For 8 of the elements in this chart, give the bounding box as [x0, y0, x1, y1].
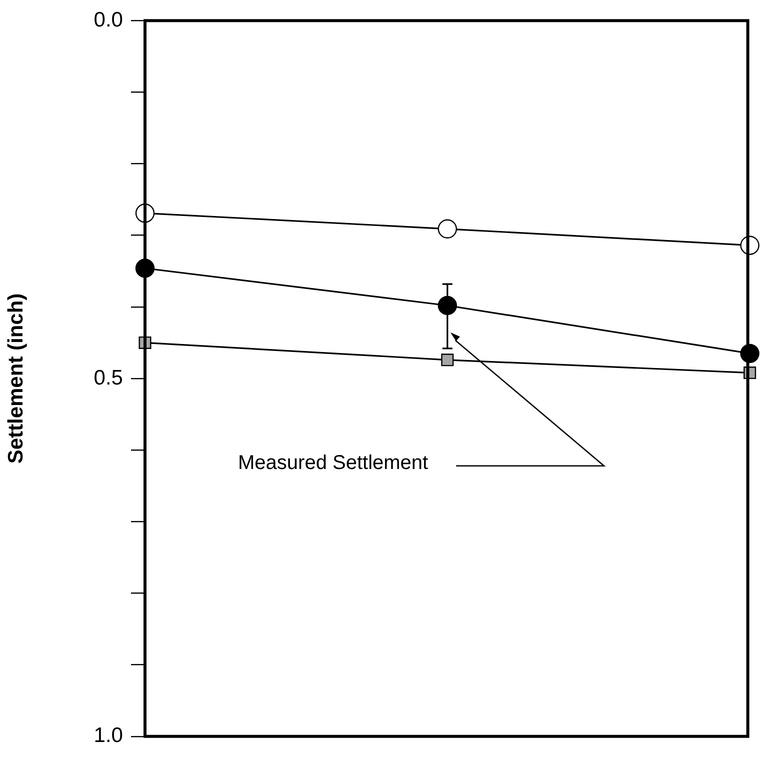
y-axis-title: Settlement (inch): [4, 293, 28, 464]
point: [438, 296, 457, 316]
y-tick-label: 1.0: [94, 724, 123, 748]
y-tick-label: 0.0: [94, 8, 123, 32]
point: [438, 219, 457, 238]
annotation: Measured Settlement: [238, 452, 428, 476]
point: [441, 354, 454, 366]
y-tick-label: 0.5: [94, 366, 123, 390]
